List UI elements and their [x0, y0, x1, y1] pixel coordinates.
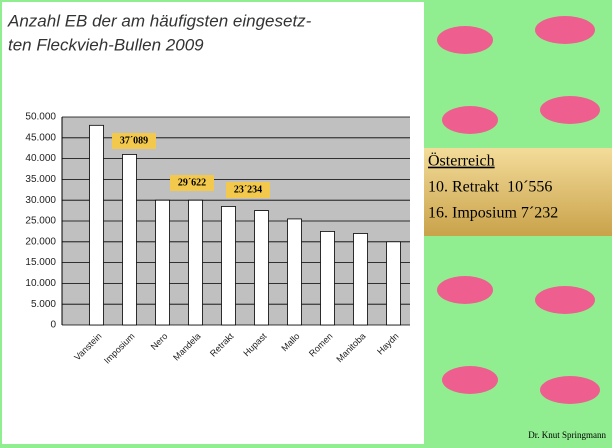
- chart-title: ten Fleckvieh-Bullen 2009: [8, 35, 204, 54]
- chart-title: Anzahl EB der am häufigsten eingesetz-: [7, 11, 312, 30]
- bar: [320, 230, 335, 326]
- bar: [122, 154, 137, 326]
- y-tick-label: 0: [50, 320, 56, 331]
- info-title: Österreich: [428, 152, 495, 170]
- bar: [155, 199, 170, 326]
- bar: [254, 210, 269, 326]
- bar: [353, 233, 368, 326]
- bar: [221, 206, 236, 326]
- annotation-box: [170, 175, 214, 191]
- y-tick-label: 50.000: [25, 112, 56, 123]
- bar: [188, 199, 203, 326]
- y-tick-label: 10.000: [25, 278, 56, 289]
- y-tick-label: 25.000: [25, 216, 56, 227]
- y-tick-label: 35.000: [25, 174, 56, 185]
- y-tick-label: 45.000: [25, 132, 56, 143]
- bull-decoration: [437, 16, 600, 404]
- annotation-box: [226, 182, 270, 198]
- bar: [386, 241, 401, 326]
- y-tick-label: 5.000: [31, 299, 56, 310]
- annotation-box: [112, 133, 156, 149]
- y-tick-label: 30.000: [25, 195, 56, 206]
- info-item: 10. Retrakt 10´556: [428, 179, 552, 196]
- info-box: [424, 148, 612, 236]
- y-tick-label: 15.000: [25, 257, 56, 268]
- annotation: 29´622: [178, 177, 206, 188]
- bar: [287, 218, 302, 326]
- bar: [89, 124, 104, 326]
- info-item: 16. Imposium 7´232: [428, 205, 558, 222]
- annotation: 23´234: [234, 184, 262, 195]
- y-tick-label: 40.000: [25, 153, 56, 164]
- y-tick-label: 20.000: [25, 236, 56, 247]
- footer: Dr. Knut Springmann: [528, 430, 606, 440]
- annotation: 37´089: [120, 135, 148, 146]
